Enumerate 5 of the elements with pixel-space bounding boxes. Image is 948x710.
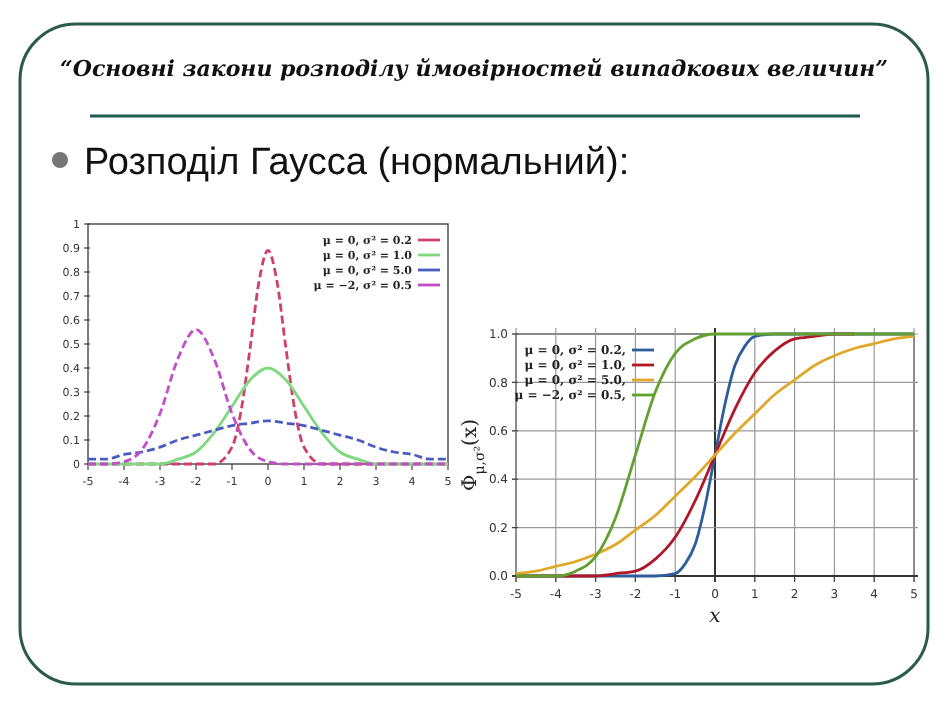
chart-subtitle: Розподіл Гаусса (нормальний): <box>84 142 630 184</box>
line-series <box>86 419 450 461</box>
line-series <box>86 328 450 466</box>
x-axis-title: x <box>709 606 722 628</box>
chart-title: “Основні закони розподілу ймовірностей випадкових величин” <box>60 56 888 82</box>
